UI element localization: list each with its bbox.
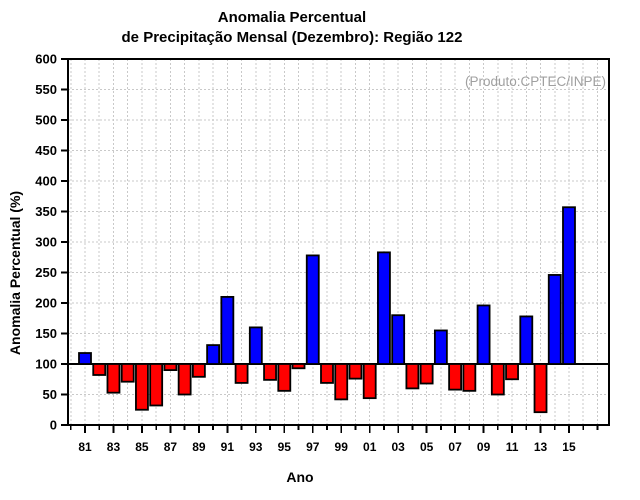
x-tick-label: 81 — [78, 440, 92, 454]
x-tick-label: 03 — [391, 440, 405, 454]
bar-89 — [191, 363, 206, 378]
bar-08 — [462, 363, 477, 392]
bar-03 — [391, 314, 406, 365]
bar-81 — [78, 352, 92, 365]
x-tick-label: 93 — [249, 440, 263, 454]
bar-84 — [120, 363, 135, 383]
y-tick-label: 150 — [35, 326, 57, 341]
bar-86 — [149, 363, 164, 407]
bar-05 — [419, 363, 434, 385]
x-tick-label: 05 — [420, 440, 434, 454]
y-tick-label: 300 — [35, 235, 57, 250]
bar-95 — [277, 363, 292, 392]
bar-90 — [206, 344, 221, 365]
bar-83 — [106, 363, 121, 394]
x-tick-label: 97 — [306, 440, 320, 454]
bar-94 — [263, 363, 277, 381]
bar-01 — [362, 363, 377, 400]
chart-title-line2: de Precipitação Mensal (Dezembro): Regiã… — [122, 29, 463, 46]
bar-82 — [92, 363, 107, 376]
bar-14 — [547, 274, 562, 365]
bar-98 — [320, 363, 334, 384]
x-tick-label: 01 — [363, 440, 377, 454]
x-tick-label: 87 — [164, 440, 178, 454]
bar-00 — [348, 363, 363, 380]
x-axis-title: Ano — [286, 469, 313, 485]
bar-91 — [220, 295, 235, 365]
bar-13 — [533, 363, 548, 414]
bar-88 — [177, 363, 192, 396]
y-tick-label: 500 — [35, 113, 57, 128]
y-tick-label: 350 — [35, 204, 57, 219]
x-tick-label: 85 — [135, 440, 149, 454]
y-tick-label: 400 — [35, 174, 57, 189]
x-tick-label: 11 — [506, 440, 519, 454]
x-tick-label: 09 — [477, 440, 491, 454]
bar-96 — [291, 363, 306, 370]
bar-92 — [234, 363, 249, 384]
bar-11 — [505, 363, 519, 381]
bar-10 — [490, 363, 505, 396]
y-tick-label: 450 — [35, 143, 57, 158]
bar-02 — [377, 251, 391, 365]
bar-04 — [405, 363, 420, 390]
x-tick-label: 89 — [192, 440, 206, 454]
bar-93 — [248, 326, 263, 365]
bar-85 — [135, 363, 149, 411]
bar-07 — [448, 363, 463, 391]
chart-title-line1: Anomalia Percentual — [218, 9, 366, 26]
bar-97 — [305, 254, 320, 365]
y-tick-label: 50 — [43, 387, 57, 402]
y-tick-label: 200 — [35, 296, 57, 311]
y-tick-label: 100 — [35, 357, 57, 372]
y-tick-label: 250 — [35, 265, 57, 280]
bar-06 — [433, 329, 448, 365]
producer-label: (Produto:CPTEC/INPE) — [465, 74, 606, 89]
x-tick-label: 99 — [335, 440, 349, 454]
x-tick-label: 07 — [448, 440, 462, 454]
bar-09 — [476, 304, 491, 365]
x-tick-label: 83 — [107, 440, 121, 454]
bar-87 — [163, 363, 178, 371]
bar-12 — [519, 315, 534, 365]
x-tick-label: 13 — [534, 440, 548, 454]
y-tick-label: 600 — [35, 52, 57, 67]
x-tick-label: 95 — [278, 440, 292, 454]
bar-99 — [334, 363, 349, 401]
y-tick-label: 0 — [50, 418, 57, 433]
bar-15 — [562, 206, 576, 365]
x-tick-label: 15 — [562, 440, 576, 454]
y-tick-label: 550 — [35, 82, 57, 97]
y-axis-title: Anomalia Percentual (%) — [7, 191, 23, 355]
x-tick-label: 91 — [221, 440, 235, 454]
